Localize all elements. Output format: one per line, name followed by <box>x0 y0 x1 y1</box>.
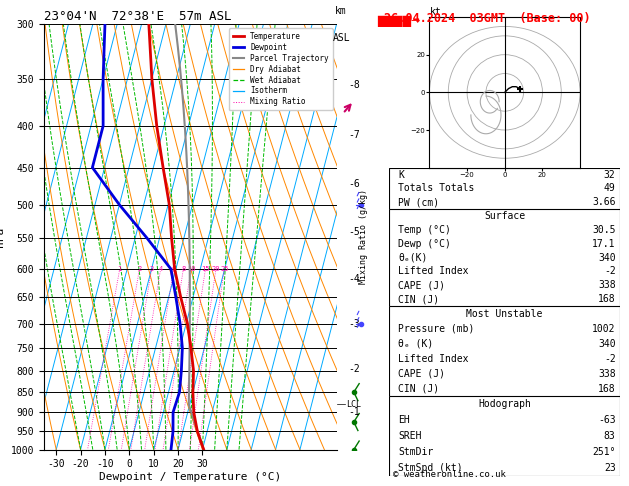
Text: 1: 1 <box>118 266 122 272</box>
Text: Lifted Index: Lifted Index <box>398 354 469 364</box>
Text: ████→: ████→ <box>377 16 421 28</box>
Text: 25: 25 <box>220 266 228 272</box>
Text: © weatheronline.co.uk: © weatheronline.co.uk <box>393 469 506 479</box>
Text: 17.1: 17.1 <box>592 239 616 249</box>
Text: -2: -2 <box>604 266 616 277</box>
Text: kt: kt <box>430 7 441 17</box>
Text: Hodograph: Hodograph <box>478 399 531 409</box>
Text: StmDir: StmDir <box>398 447 433 457</box>
Text: -2: -2 <box>348 364 360 374</box>
Text: 3.66: 3.66 <box>592 197 616 207</box>
Text: Totals Totals: Totals Totals <box>398 183 474 193</box>
Text: Lifted Index: Lifted Index <box>398 266 469 277</box>
Text: SREH: SREH <box>398 431 421 441</box>
Text: Pressure (mb): Pressure (mb) <box>398 324 474 334</box>
Text: θₑ (K): θₑ (K) <box>398 339 433 348</box>
Text: -7: -7 <box>348 130 360 140</box>
Text: 15: 15 <box>201 266 209 272</box>
Text: 8: 8 <box>181 266 186 272</box>
Text: StmSpd (kt): StmSpd (kt) <box>398 463 462 473</box>
Text: Mixing Ratio (g/kg): Mixing Ratio (g/kg) <box>359 190 368 284</box>
Text: 3: 3 <box>150 266 153 272</box>
Text: 338: 338 <box>598 368 616 379</box>
Text: 168: 168 <box>598 294 616 304</box>
Text: 26.04.2024  03GMT  (Base: 00): 26.04.2024 03GMT (Base: 00) <box>384 12 590 25</box>
Text: -8: -8 <box>348 80 360 90</box>
Text: -6: -6 <box>348 179 360 189</box>
Text: 23: 23 <box>604 463 616 473</box>
Text: 2: 2 <box>137 266 142 272</box>
Text: CAPE (J): CAPE (J) <box>398 280 445 290</box>
Text: 20: 20 <box>212 266 220 272</box>
Text: -63: -63 <box>598 415 616 425</box>
Text: 4: 4 <box>159 266 163 272</box>
Text: θₑ(K): θₑ(K) <box>398 253 427 262</box>
Text: 49: 49 <box>604 183 616 193</box>
Text: 338: 338 <box>598 280 616 290</box>
Text: ASL: ASL <box>332 33 350 43</box>
Text: 340: 340 <box>598 339 616 348</box>
Text: -1: -1 <box>348 407 360 417</box>
Text: Temp (°C): Temp (°C) <box>398 225 451 235</box>
Text: LCL: LCL <box>346 400 361 409</box>
Text: EH: EH <box>398 415 409 425</box>
Text: Dewp (°C): Dewp (°C) <box>398 239 451 249</box>
Text: 23°04'N  72°38'E  57m ASL: 23°04'N 72°38'E 57m ASL <box>44 10 231 23</box>
Text: 32: 32 <box>604 170 616 179</box>
Text: K: K <box>398 170 404 179</box>
Text: Surface: Surface <box>484 211 525 221</box>
Text: 340: 340 <box>598 253 616 262</box>
Text: -5: -5 <box>348 227 360 237</box>
X-axis label: Dewpoint / Temperature (°C): Dewpoint / Temperature (°C) <box>99 472 281 482</box>
Legend: Temperature, Dewpoint, Parcel Trajectory, Dry Adiabat, Wet Adiabat, Isotherm, Mi: Temperature, Dewpoint, Parcel Trajectory… <box>229 28 333 110</box>
Text: CIN (J): CIN (J) <box>398 383 439 394</box>
Text: 168: 168 <box>598 383 616 394</box>
Text: 1002: 1002 <box>592 324 616 334</box>
Text: PW (cm): PW (cm) <box>398 197 439 207</box>
Text: -2: -2 <box>604 354 616 364</box>
Text: 6: 6 <box>172 266 176 272</box>
Text: 30.5: 30.5 <box>592 225 616 235</box>
Text: -3: -3 <box>348 319 360 329</box>
Text: km: km <box>335 6 347 16</box>
Text: 83: 83 <box>604 431 616 441</box>
Text: 10: 10 <box>187 266 195 272</box>
Text: CAPE (J): CAPE (J) <box>398 368 445 379</box>
Text: 251°: 251° <box>592 447 616 457</box>
Text: CIN (J): CIN (J) <box>398 294 439 304</box>
Y-axis label: hPa: hPa <box>0 227 5 247</box>
Text: Most Unstable: Most Unstable <box>466 309 543 319</box>
Text: -4: -4 <box>348 274 360 284</box>
